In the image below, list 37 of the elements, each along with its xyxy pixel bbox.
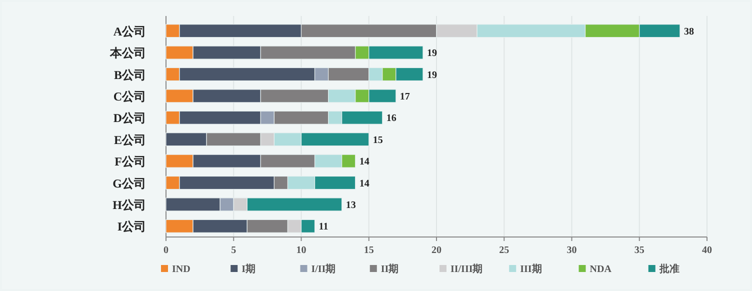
y-tick-label: C公司 [113, 89, 146, 104]
y-tick-label: B公司 [114, 68, 146, 82]
y-tick-label: D公司 [113, 111, 146, 126]
x-tick-label: 35 [634, 245, 644, 256]
legend-label: 批准 [658, 263, 680, 275]
legend-label: I期 [242, 263, 256, 275]
total-label: 19 [426, 48, 437, 60]
total-label: 13 [346, 200, 356, 211]
total-label: 11 [318, 222, 328, 233]
legend-label: III期 [520, 263, 542, 275]
total-label: 15 [372, 134, 383, 146]
total-label: 16 [386, 113, 396, 124]
x-tick-label: 20 [432, 245, 442, 256]
legend-label: NDA [590, 264, 612, 275]
x-tick-label: 30 [566, 245, 577, 256]
y-tick-label: I公司 [117, 220, 146, 234]
x-tick-label: 15 [364, 245, 374, 256]
total-label: 19 [426, 70, 437, 81]
total-label: 38 [684, 26, 694, 38]
total-label: 17 [400, 91, 410, 102]
y-tick-label: E公司 [114, 132, 146, 147]
y-tick-label: 本公司 [109, 46, 146, 60]
legend-label: II/III期 [450, 263, 483, 275]
x-tick-label: 25 [499, 245, 510, 256]
y-tick-label: G公司 [112, 176, 146, 190]
x-tick-label: 0 [164, 245, 168, 256]
x-tick-label: 10 [296, 245, 306, 256]
y-tick-label: F公司 [114, 154, 146, 169]
legend-label: IND [172, 264, 190, 275]
legend-label: I/II期 [311, 263, 336, 275]
legend-label: II期 [380, 263, 399, 275]
total-label: 14 [359, 178, 370, 190]
y-tick-label: A公司 [113, 24, 146, 38]
x-tick-label: 40 [702, 245, 712, 256]
total-label: 14 [359, 156, 370, 168]
x-tick-label: 5 [231, 245, 236, 256]
y-tick-label: H公司 [112, 198, 146, 212]
